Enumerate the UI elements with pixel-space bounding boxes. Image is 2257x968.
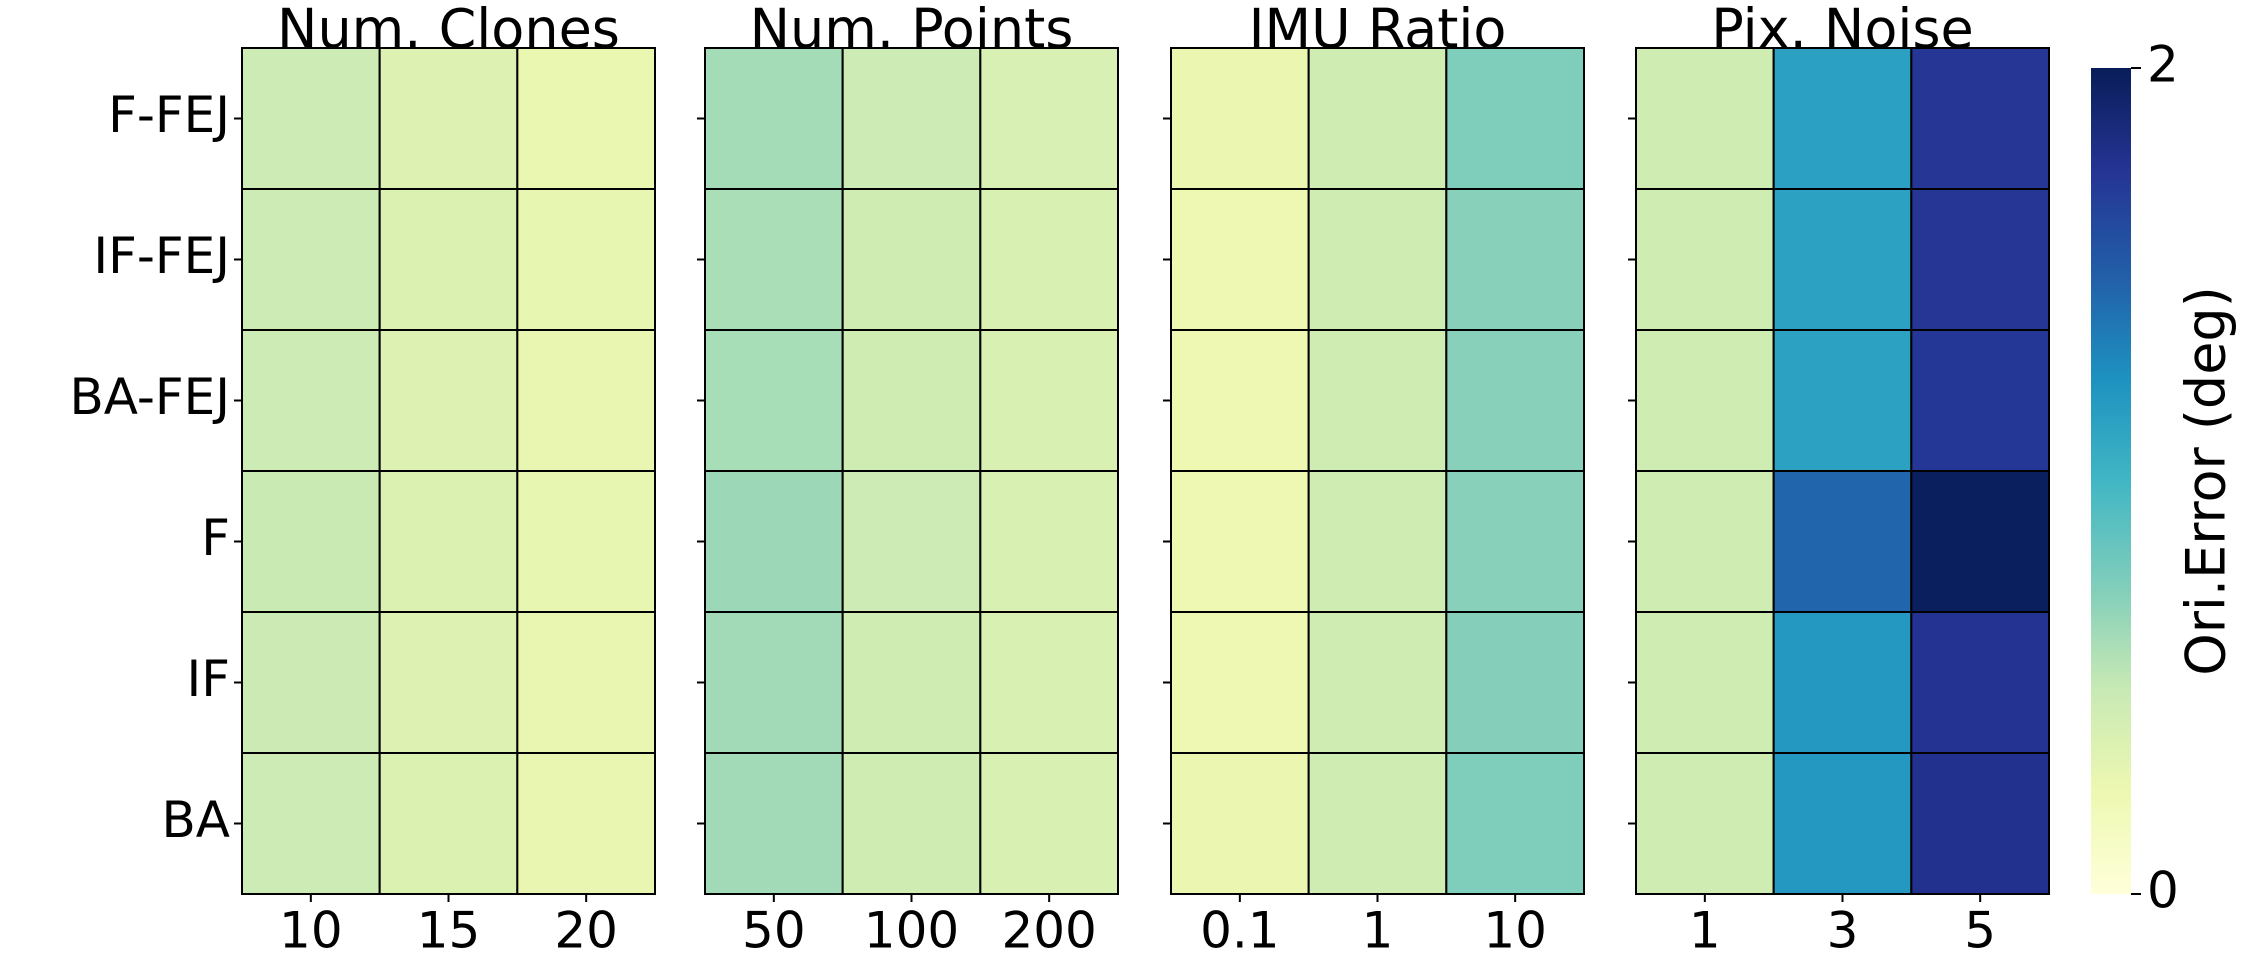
heatmap-cell [1307, 188, 1448, 331]
colorbar [2091, 68, 2131, 894]
heatmap-cell [1445, 188, 1586, 331]
heatmap-cell [704, 47, 844, 190]
heatmap-cell [841, 470, 982, 613]
heatmap-cell [1307, 752, 1448, 895]
x-tick-label: 20 [554, 902, 618, 960]
x-tick-label: 100 [864, 902, 959, 960]
heatmap-cell [1445, 329, 1586, 472]
heatmap-cell [1170, 188, 1310, 331]
heatmap-cell [516, 329, 656, 472]
heatmap-cell [516, 188, 656, 331]
heatmap-cell [1910, 752, 2051, 895]
heatmap-cell [1635, 329, 1775, 472]
colorbar-tick-label: 0 [2147, 862, 2179, 920]
heatmap-cell [1910, 47, 2051, 190]
heatmap-cell [1772, 188, 1913, 331]
heatmap-cell [1635, 611, 1775, 754]
heatmap-cell [1772, 470, 1913, 613]
heatmap-cell [704, 470, 844, 613]
heatmap-cell [841, 611, 982, 754]
heatmap-cell [1910, 188, 2051, 331]
heatmap-cell [1307, 470, 1448, 613]
y-tick-label: BA-FEJ [69, 368, 230, 426]
heatmap-cell [979, 47, 1119, 190]
y-tick-label: F [201, 509, 230, 567]
heatmap-cell [979, 329, 1119, 472]
heatmap-cell [704, 611, 844, 754]
heatmap-cell [1772, 611, 1913, 754]
heatmap-cell [378, 611, 519, 754]
heatmap-cell [979, 752, 1119, 895]
heatmap-cell [1635, 188, 1775, 331]
heatmap-cell [378, 188, 519, 331]
heatmap-cell [1170, 47, 1310, 190]
heatmap-cell [1445, 752, 1586, 895]
heatmap-cell [241, 329, 381, 472]
colorbar-label: Ori.Error (deg) [2175, 286, 2238, 676]
heatmap-cell [841, 188, 982, 331]
heatmap-cell [1445, 611, 1586, 754]
y-tick-label: IF-FEJ [93, 227, 230, 285]
x-tick-label: 5 [1964, 902, 1996, 960]
heatmap-cell [378, 752, 519, 895]
y-tick-label: BA [161, 791, 230, 849]
y-tick-label: F-FEJ [108, 86, 230, 144]
heatmap-cell [841, 752, 982, 895]
heatmap-cell [1445, 470, 1586, 613]
heatmap-cell [1170, 752, 1310, 895]
heatmap-cell [241, 752, 381, 895]
heatmap-cell [1635, 752, 1775, 895]
heatmap-cell [979, 611, 1119, 754]
heatmap-cell [1307, 329, 1448, 472]
heatmap-cell [1635, 47, 1775, 190]
heatmap-cell [1910, 329, 2051, 472]
heatmap-cell [1910, 470, 2051, 613]
heatmap-cell [241, 47, 381, 190]
heatmap-cell [516, 470, 656, 613]
heatmap-cell [841, 329, 982, 472]
x-tick-label: 1 [1689, 902, 1721, 960]
heatmap-cell [1307, 47, 1448, 190]
heatmap-cell [516, 752, 656, 895]
x-tick-label: 0.1 [1200, 902, 1280, 960]
heatmap-cell [1170, 329, 1310, 472]
x-tick-label: 200 [1001, 902, 1096, 960]
x-tick-label: 1 [1362, 902, 1394, 960]
heatmap-cell [241, 188, 381, 331]
heatmap-cell [378, 329, 519, 472]
heatmap-cell [516, 47, 656, 190]
heatmap-cell [241, 470, 381, 613]
x-tick-label: 15 [417, 902, 481, 960]
colorbar-tick-label: 2 [2147, 36, 2179, 94]
heatmap-cell [1635, 470, 1775, 613]
heatmap-cell [1307, 611, 1448, 754]
heatmap-cell [1772, 752, 1913, 895]
heatmap-cell [1910, 611, 2051, 754]
x-tick-label: 3 [1827, 902, 1859, 960]
x-tick-label: 50 [742, 902, 806, 960]
y-tick-label: IF [186, 650, 230, 708]
heatmap-cell [1772, 47, 1913, 190]
x-tick-label: 10 [1483, 902, 1547, 960]
heatmap-cell [241, 611, 381, 754]
heatmap-cell [841, 47, 982, 190]
heatmap-cell [1170, 611, 1310, 754]
heatmap-cell [1772, 329, 1913, 472]
heatmap-cell [1170, 470, 1310, 613]
heatmap-cell [1445, 47, 1586, 190]
heatmap-cell [979, 470, 1119, 613]
heatmap-cell [704, 752, 844, 895]
x-tick-label: 10 [279, 902, 343, 960]
heatmap-cell [516, 611, 656, 754]
heatmap-cell [704, 329, 844, 472]
heatmap-cell [378, 47, 519, 190]
heatmap-cell [378, 470, 519, 613]
heatmap-cell [979, 188, 1119, 331]
heatmap-cell [704, 188, 844, 331]
